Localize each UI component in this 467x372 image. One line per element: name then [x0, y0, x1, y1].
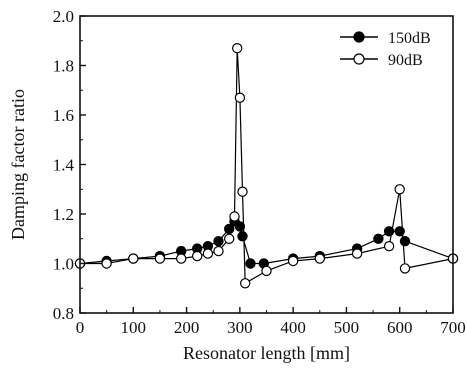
point-150dB	[237, 231, 248, 242]
y-tick-label: 1.8	[53, 57, 74, 76]
point-90dB	[351, 248, 363, 259]
point-150dB	[213, 235, 224, 247]
y-tick-label: 1.2	[53, 205, 74, 224]
point-90dB	[394, 184, 405, 195]
point-90dB	[154, 253, 166, 264]
x-tick-label: 600	[387, 318, 413, 337]
point-90dB	[101, 258, 112, 269]
y-tick-label: 0.8	[53, 304, 74, 323]
point-90dB	[239, 278, 251, 289]
y-axis-label: Damping factor ratio	[8, 89, 28, 240]
point-150dB	[373, 233, 384, 244]
axes: 0 100 200 300 400 500 600 700 0.8 1.0 1.2 1.4 1.6 1.8…	[53, 7, 466, 337]
x-axis-label: Resonator length [mm]	[183, 343, 350, 363]
x-tick-label: 100	[121, 318, 147, 337]
y-tick-label: 1.0	[53, 255, 74, 274]
y-tick-label: 1.4	[53, 156, 75, 175]
point-90dB	[229, 211, 240, 222]
point-90dB	[237, 186, 248, 197]
x-tick-label: 300	[227, 318, 253, 337]
plot-layer	[79, 48, 454, 285]
point-90dB	[175, 253, 187, 264]
legend-entry: 150dB	[388, 30, 431, 47]
point-90dB	[213, 245, 224, 257]
point-90dB	[314, 253, 325, 264]
x-tick-label: 700	[440, 318, 466, 337]
data-marks	[74, 43, 459, 289]
legend-marker	[353, 31, 365, 43]
legend-marker	[353, 53, 365, 65]
point-150dB	[234, 221, 246, 232]
point-150dB	[399, 235, 411, 247]
point-90dB	[191, 250, 203, 262]
point-90dB	[202, 248, 214, 259]
x-tick-label: 200	[174, 318, 200, 337]
legend-entry: 90dB	[388, 52, 423, 69]
x-tick-label: 500	[334, 318, 360, 337]
point-90dB	[128, 253, 139, 264]
point-90dB	[231, 43, 243, 54]
x-tick-label: 400	[280, 318, 306, 337]
point-90dB	[399, 263, 411, 274]
point-150dB	[394, 226, 405, 237]
point-150dB	[383, 226, 395, 237]
point-90dB	[234, 92, 246, 103]
point-90dB	[261, 265, 272, 277]
point-90dB	[383, 240, 395, 252]
y-tick-label: 2.0	[53, 7, 74, 26]
point-90dB	[223, 233, 235, 244]
series-line-90dB	[80, 48, 454, 285]
point-150dB	[245, 258, 256, 269]
x-tick-label: 0	[76, 318, 85, 337]
legend: 150dB 90dB	[340, 30, 431, 69]
point-90dB	[287, 255, 299, 267]
point-150dB	[223, 223, 235, 235]
y-tick-label: 1.6	[53, 106, 74, 125]
